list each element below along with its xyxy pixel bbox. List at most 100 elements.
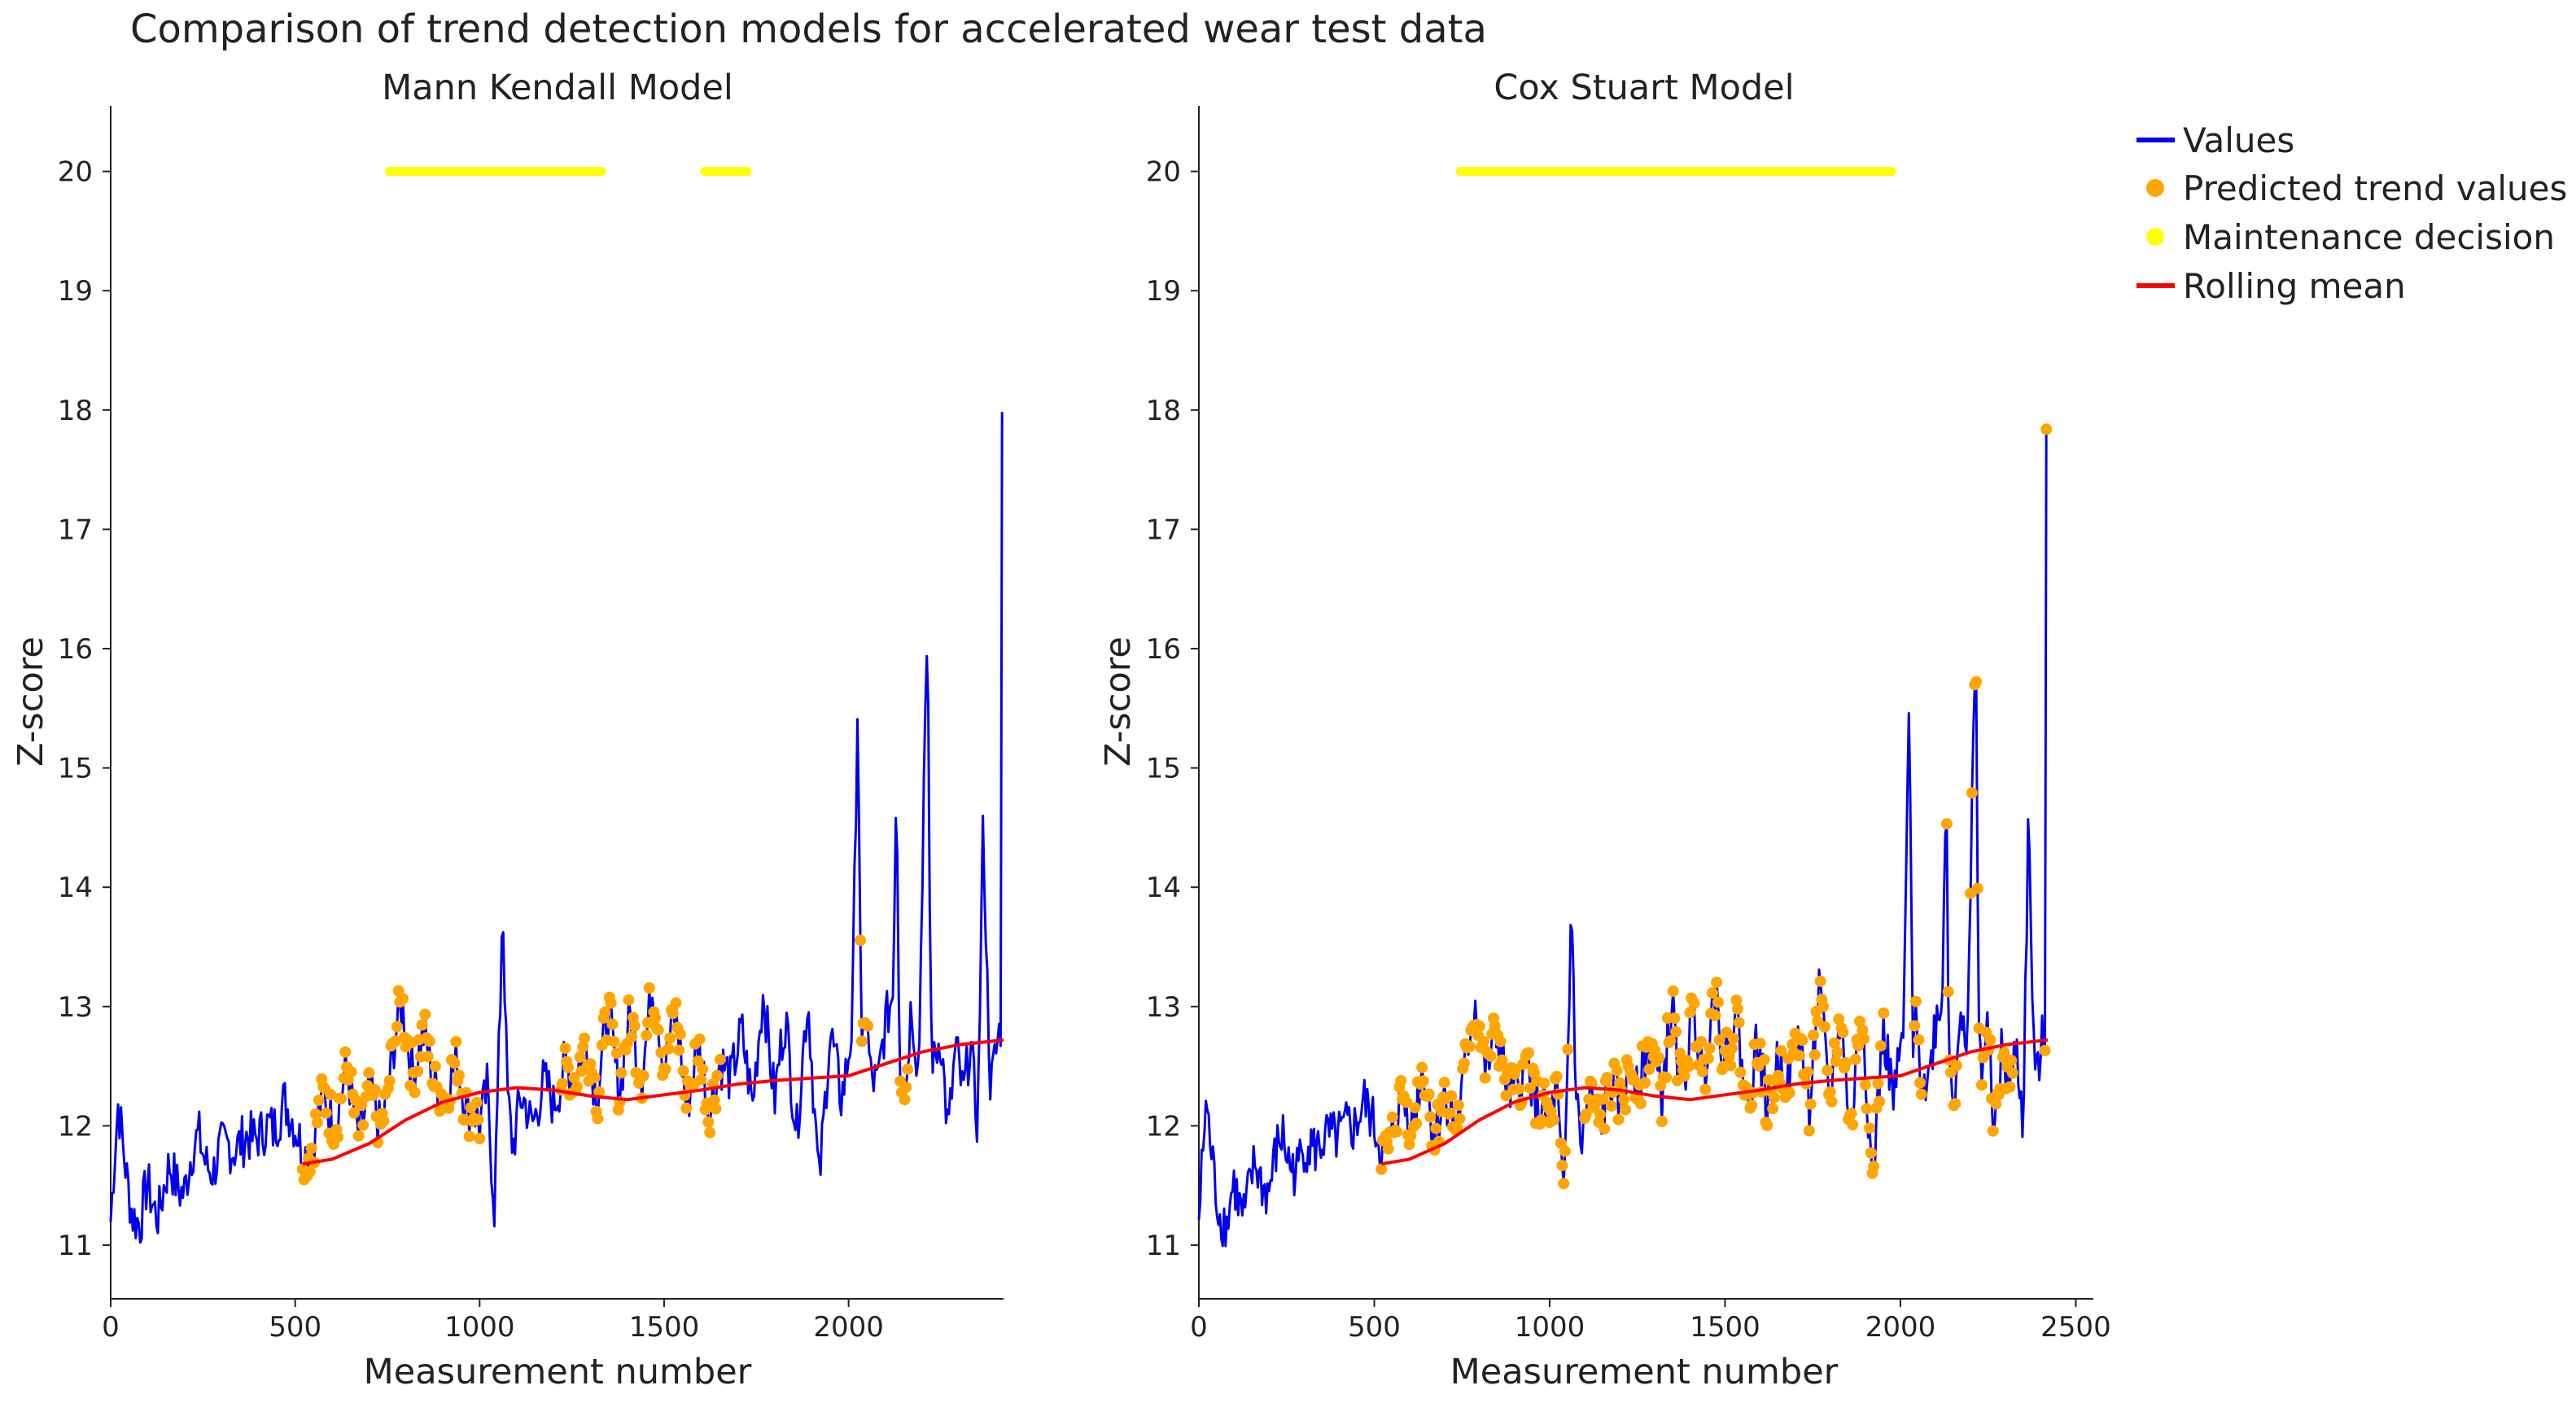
predicted-trend-point <box>1559 1145 1571 1157</box>
predicted-trend-point <box>571 1081 583 1093</box>
y-axis-label-cox-stuart: Z-score <box>1098 636 1139 767</box>
predicted-trend-point <box>453 1069 465 1082</box>
predicted-trend-point <box>659 1063 671 1075</box>
predicted-trend-point <box>900 1082 912 1093</box>
predicted-trend-point <box>1733 1016 1745 1029</box>
y-tick-label: 13 <box>58 991 93 1024</box>
predicted-trend-point <box>1808 1029 1820 1042</box>
predicted-trend-point <box>1804 1098 1817 1110</box>
predicted-trend-point <box>335 1093 347 1105</box>
predicted-trend-point <box>1857 1025 1869 1036</box>
predicted-trend-point <box>1524 1082 1536 1094</box>
predicted-trend-point <box>2039 1044 2051 1056</box>
predicted-trend-point <box>423 1035 435 1047</box>
predicted-trend-point <box>1688 997 1700 1009</box>
predicted-trend-point <box>1865 1147 1877 1159</box>
predicted-trend-point <box>559 1042 571 1055</box>
predicted-trend-point <box>1668 1012 1681 1025</box>
predicted-trend-point <box>1987 1125 1999 1137</box>
predicted-trend-point <box>1909 995 1922 1007</box>
predicted-trend-point <box>311 1117 323 1129</box>
x-tick-label: 1000 <box>1515 1311 1585 1344</box>
predicted-trend-point <box>1831 1046 1843 1058</box>
predicted-trend-point <box>1702 1052 1714 1064</box>
predicted-trend-point <box>397 993 409 1005</box>
predicted-trend-point <box>1984 1034 1997 1046</box>
predicted-trend-point <box>305 1143 317 1154</box>
predicted-trend-point <box>902 1063 914 1075</box>
predicted-trend-point <box>1942 986 1954 998</box>
y-tick-label: 20 <box>1146 156 1181 189</box>
predicted-trend-point <box>899 1094 911 1106</box>
predicted-trend-point <box>1730 994 1743 1007</box>
predicted-trend-point <box>1914 1077 1927 1089</box>
predicted-trend-point <box>1971 882 1983 894</box>
x-tick-label: 1000 <box>444 1311 515 1344</box>
predicted-trend-point <box>1599 1123 1611 1135</box>
predicted-trend-point <box>649 1012 662 1025</box>
predicted-trend-point <box>1814 975 1826 987</box>
predicted-trend-point <box>673 1044 685 1056</box>
predicted-trend-point <box>1970 675 1983 688</box>
predicted-trend-point <box>1660 1072 1673 1083</box>
x-tick-label: 2000 <box>813 1311 884 1344</box>
predicted-trend-point <box>623 994 635 1006</box>
predicted-trend-point <box>378 1115 390 1127</box>
predicted-trend-point <box>1463 1040 1476 1052</box>
predicted-trend-point <box>1746 1099 1758 1112</box>
y-tick-label: 13 <box>1146 991 1181 1024</box>
predicted-trend-point <box>1793 1050 1805 1062</box>
predicted-trend-point <box>1990 1098 2002 1110</box>
predicted-trend-point <box>1787 1038 1799 1051</box>
predicted-trend-point <box>325 1089 337 1100</box>
predicted-trend-point <box>1597 1093 1609 1105</box>
predicted-trend-point <box>1655 1116 1668 1127</box>
predicted-trend-point <box>320 1107 332 1119</box>
y-tick-label: 18 <box>58 395 93 427</box>
y-tick-label: 19 <box>1146 275 1181 308</box>
predicted-trend-point <box>416 1019 428 1031</box>
predicted-trend-point <box>1808 1049 1821 1061</box>
predicted-trend-point <box>1375 1163 1388 1175</box>
predicted-trend-point <box>1703 1042 1716 1055</box>
predicted-trend-point <box>1768 1091 1780 1104</box>
predicted-trend-point <box>855 1035 868 1047</box>
predicted-trend-point <box>1417 1075 1429 1087</box>
predicted-trend-point <box>304 1165 316 1178</box>
predicted-trend-point <box>708 1094 720 1106</box>
predicted-trend-point <box>1684 1007 1696 1019</box>
predicted-trend-point <box>574 1051 586 1063</box>
figure-title: Comparison of trend detection models for… <box>130 7 1487 52</box>
predicted-trend-point <box>1818 1021 1830 1033</box>
predicted-trend-point <box>1594 1108 1606 1121</box>
predicted-trend-point <box>1849 1053 1861 1065</box>
predicted-trend-point <box>357 1119 370 1131</box>
predicted-trend-point <box>1653 1052 1665 1064</box>
x-tick-label: 2500 <box>2040 1311 2111 1344</box>
predicted-trend-point <box>641 1029 653 1042</box>
predicted-trend-point <box>626 1030 638 1042</box>
predicted-trend-point <box>1754 1038 1766 1050</box>
y-tick-label: 17 <box>1146 514 1181 546</box>
x-tick-label: 1500 <box>629 1311 700 1344</box>
predicted-trend-point <box>1523 1047 1535 1059</box>
predicted-trend-point <box>1913 1034 1925 1046</box>
predicted-trend-point <box>1864 1122 1875 1134</box>
predicted-trend-point <box>1655 1080 1667 1092</box>
predicted-trend-point <box>605 997 617 1009</box>
predicted-trend-point <box>390 1035 401 1047</box>
x-tick-label: 0 <box>102 1311 120 1344</box>
predicted-trend-point <box>1854 1016 1865 1027</box>
predicted-trend-point <box>1725 1060 1737 1072</box>
predicted-trend-point <box>1966 787 1978 799</box>
predicted-trend-point <box>1382 1143 1394 1155</box>
predicted-trend-point <box>1940 818 1953 830</box>
predicted-trend-point <box>1489 1021 1501 1032</box>
predicted-trend-point <box>1639 1077 1651 1089</box>
predicted-trend-point <box>1444 1107 1456 1119</box>
predicted-trend-point <box>1678 1070 1690 1082</box>
legend: Values Predicted trend values Maintenanc… <box>2136 120 2567 306</box>
predicted-trend-point <box>1513 1083 1525 1095</box>
predicted-trend-point <box>1538 1077 1550 1090</box>
